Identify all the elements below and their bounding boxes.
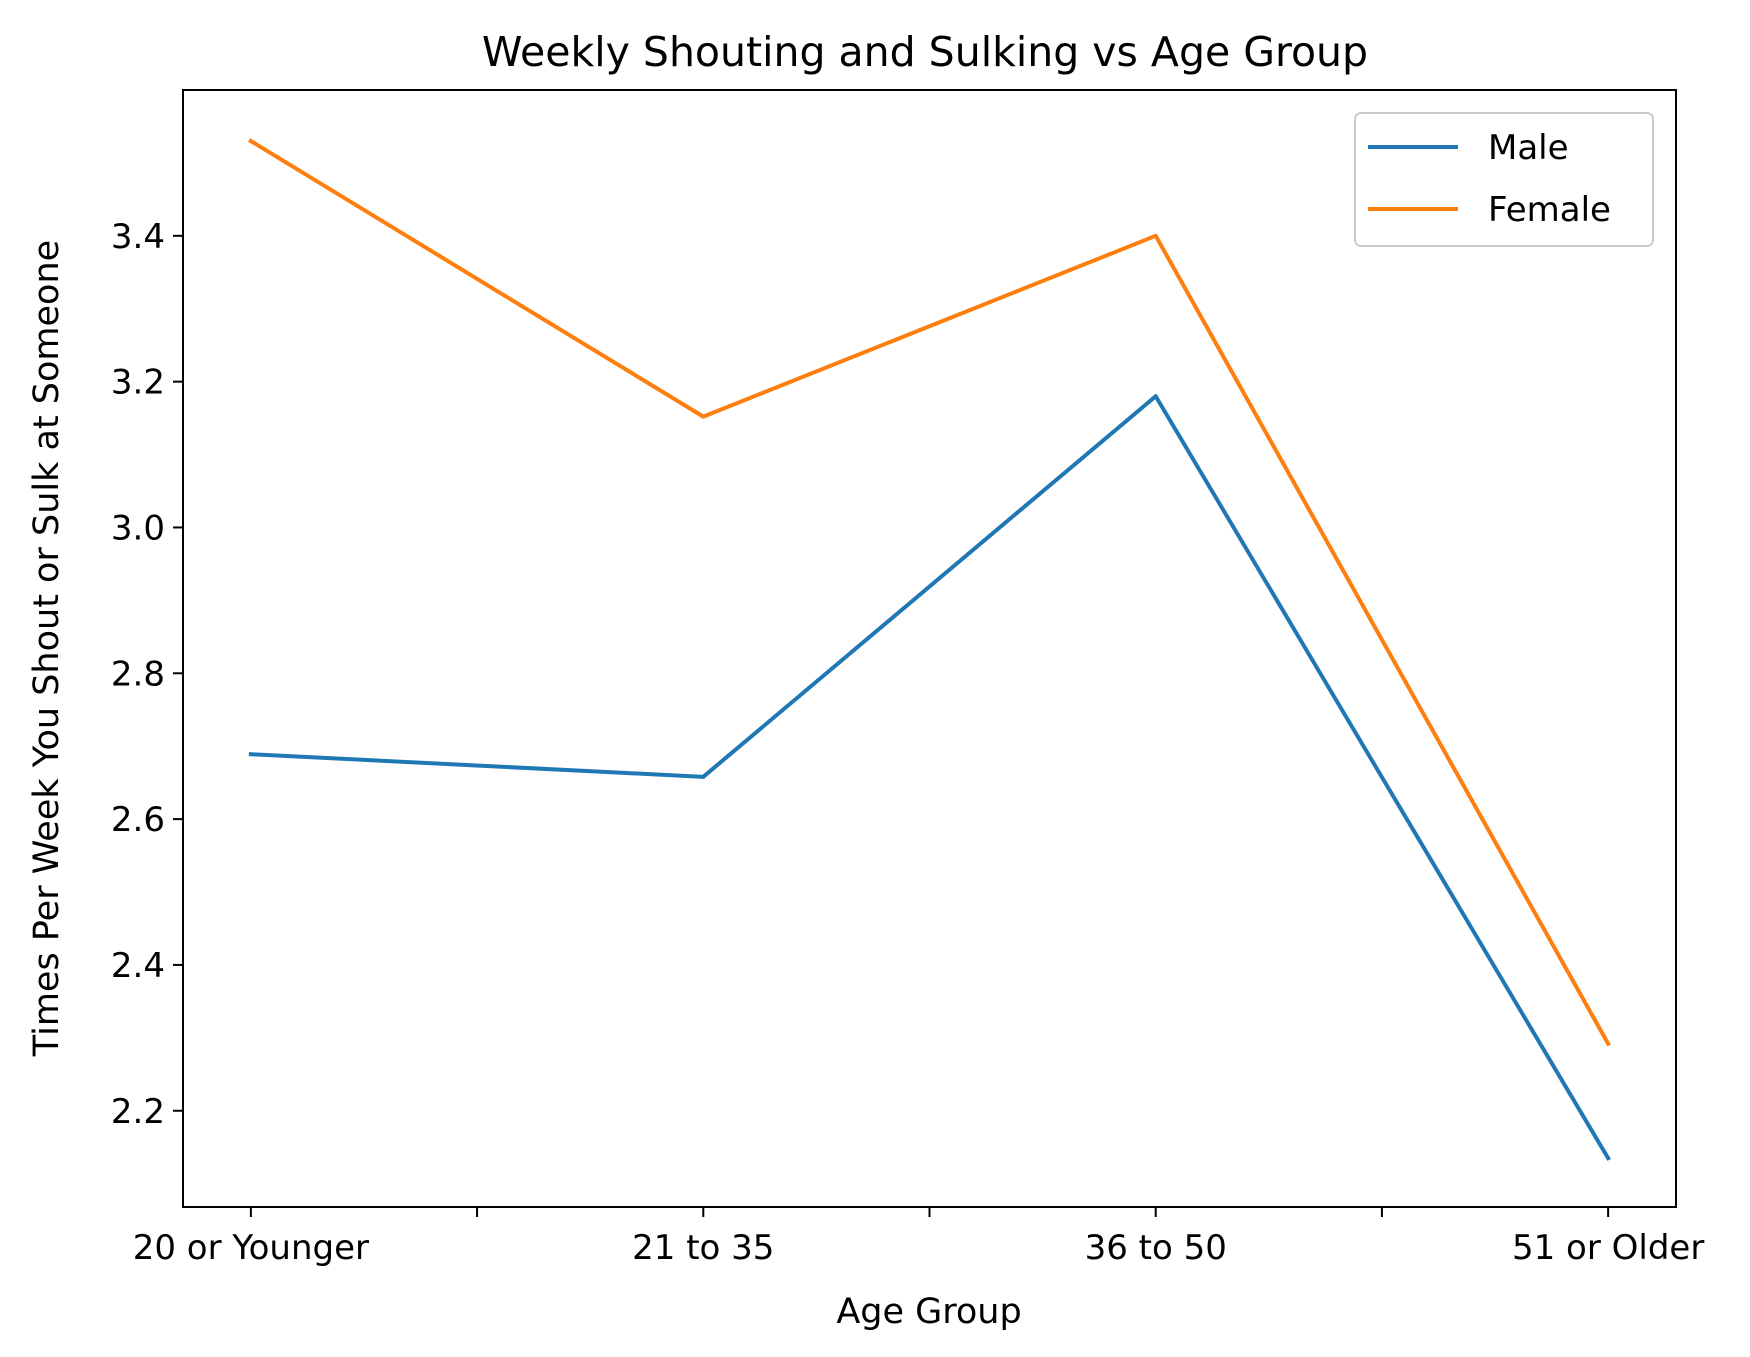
y-tick-label: 2.8	[111, 654, 165, 694]
data-point-male-3	[1606, 1156, 1611, 1161]
y-tick-label: 2.2	[111, 1092, 165, 1132]
x-tick-label: 36 to 50	[1085, 1228, 1227, 1268]
x-tick-label: 51 or Older	[1512, 1228, 1704, 1268]
legend-label-female: Female	[1488, 190, 1611, 230]
series-line-male	[248, 394, 1611, 1161]
data-point-male-0	[248, 752, 253, 757]
data-point-male-2	[1153, 394, 1158, 399]
data-point-male-1	[701, 774, 706, 779]
y-tick-label: 3.0	[111, 508, 165, 548]
data-point-female-2	[1153, 233, 1158, 238]
x-tick-label: 20 or Younger	[133, 1228, 369, 1268]
y-tick-label: 2.6	[111, 800, 165, 840]
data-point-female-1	[701, 414, 706, 419]
data-point-female-0	[248, 139, 253, 144]
y-tick-label: 3.4	[111, 217, 165, 257]
y-axis: 2.2 2.4 2.6 2.8 3.0 3.2 3.4	[111, 217, 183, 1132]
y-tick-label: 2.4	[111, 946, 165, 986]
data-point-female-3	[1606, 1041, 1611, 1046]
chart-title: Weekly Shouting and Sulking vs Age Group	[482, 28, 1368, 76]
y-tick-label: 3.2	[111, 363, 165, 403]
series-line-female	[248, 138, 1611, 1047]
x-axis-label: Age Group	[836, 1292, 1021, 1332]
legend: Male Female	[1354, 112, 1654, 247]
legend-label-male: Male	[1488, 128, 1569, 168]
x-axis: 20 or Younger 21 to 35 36 to 50 51 or Older	[133, 1207, 1704, 1268]
plot-frame	[182, 89, 1677, 1208]
y-axis-label: Times Per Week You Shout or Sulk at Some…	[27, 240, 67, 1057]
series-layer	[248, 138, 1611, 1161]
x-tick-label: 21 to 35	[632, 1228, 774, 1268]
